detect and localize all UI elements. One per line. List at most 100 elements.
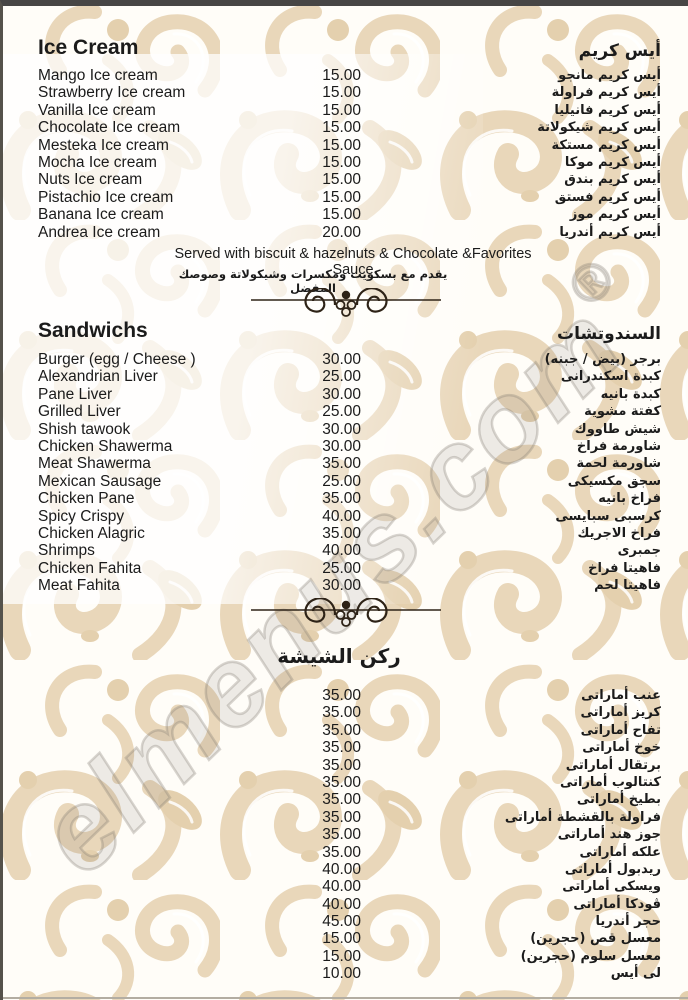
menu-row: 35.00 فراولة بالقشطة أماراتى	[3, 809, 688, 826]
item-name-en: Spicy Crispy	[38, 507, 125, 525]
menu-row: 40.00 ڤودكا أماراتى	[3, 896, 688, 913]
item-name-ar: أيس كريم موز	[569, 207, 661, 223]
menu-row: 10.00 لى أيس	[3, 965, 688, 982]
item-name-en: Strawberry Ice cream	[38, 84, 186, 102]
menu-row: Mexican Sausage 25.00 سجق مكسيكى	[3, 473, 688, 490]
item-price: 35.00	[322, 524, 361, 542]
item-name-ar: أيس كريم مانجو	[558, 68, 661, 83]
item-price: 35.00	[322, 826, 361, 844]
ice-cream-rows: Mango Ice cream 15.00 أيس كريم مانجو Straw…	[3, 67, 688, 241]
item-name-en: Chicken Pane	[38, 490, 135, 508]
item-price: 15.00	[322, 206, 361, 224]
menu-row: Mocha Ice cream 15.00 أيس كريم موكا	[3, 154, 688, 171]
item-name-ar: فراخ بانيه	[598, 491, 661, 507]
item-name-en: Shish tawook	[38, 420, 131, 438]
item-name-ar: كفتة مشوية	[584, 404, 661, 420]
item-price: 35.00	[322, 687, 361, 704]
item-price: 35.00	[322, 704, 361, 722]
item-name-en: Mango Ice cream	[38, 67, 158, 84]
item-price: 40.00	[322, 895, 361, 913]
item-name-ar: أيس كريم موكا	[564, 154, 661, 170]
menu-row: Pistachio Ice cream 15.00 أيس كريم فستق	[3, 189, 688, 206]
menu-row: 35.00 برتقال أماراتى	[3, 757, 688, 774]
item-name-ar: كرسبى سبايسى	[555, 508, 661, 524]
item-price: 15.00	[322, 171, 361, 189]
item-price: 15.00	[322, 153, 361, 171]
menu-row: 40.00 ويسكى أماراتى	[3, 878, 688, 895]
item-price: 35.00	[322, 773, 361, 791]
shisha-rows: 35.00 عنب أماراتى 35.00 كريز أماراتى 35.00…	[3, 687, 688, 983]
item-price: 15.00	[322, 84, 361, 102]
menu-row: Chicken Pane 35.00 فراخ بانيه	[3, 490, 688, 507]
item-name-ar: ڤودكا أماراتى	[573, 896, 661, 912]
item-price: 30.00	[322, 420, 361, 438]
item-name-ar: كبدة اسكندرانى	[560, 369, 661, 385]
menu-row: Meat Shawerma 35.00 شاورمة لحمة	[3, 455, 688, 472]
item-name-ar: أيس كريم أندريا	[559, 224, 661, 240]
ice-cream-note-en: Served with biscuit & hazelnuts & Chocol…	[174, 246, 532, 278]
item-price: 15.00	[322, 188, 361, 206]
menu-row: Pane Liver 30.00 كبدة بانيه	[3, 386, 688, 403]
menu-row: 35.00 خوخ أماراتى	[3, 739, 688, 756]
item-price: 25.00	[322, 559, 361, 577]
item-name-en: Burger (egg / Cheese )	[38, 351, 196, 368]
item-price: 30.00	[322, 577, 361, 595]
item-price: 15.00	[322, 930, 361, 948]
divider-ornament	[251, 288, 441, 317]
item-name-ar: علكه أماراتى	[579, 844, 661, 860]
item-name-ar: خوخ أماراتى	[582, 740, 661, 756]
item-name-ar: معسل قص (حجرين)	[530, 931, 661, 947]
menu-row: 35.00 تفاح أماراتى	[3, 722, 688, 739]
item-name-ar: تفاح أماراتى	[580, 722, 661, 738]
item-name-ar: جوز هند أماراتى	[557, 827, 661, 843]
item-name-ar: ويسكى أماراتى	[562, 879, 661, 895]
item-name-en: Pane Liver	[38, 385, 113, 403]
item-name-en: Meat Fahita	[38, 577, 120, 595]
item-price: 15.00	[322, 101, 361, 119]
menu-row: 35.00 كريز أماراتى	[3, 704, 688, 721]
item-price: 40.00	[322, 507, 361, 525]
menu-content: Ice Cream أيس كريم Mango Ice cream 15.00 أ…	[3, 6, 688, 1000]
section-title-sandwiches-ar: السندوتشات	[557, 324, 661, 344]
item-price: 15.00	[322, 136, 361, 154]
menu-row: Shish tawook 30.00 شيش طاووك	[3, 421, 688, 438]
item-price: 25.00	[322, 403, 361, 421]
item-price: 30.00	[322, 351, 361, 368]
item-name-ar: برتقال أماراتى	[565, 757, 661, 773]
item-name-ar: كبدة بانيه	[600, 386, 661, 402]
item-name-ar: ريدبول أماراتى	[564, 861, 661, 877]
item-name-en: Mesteka Ice cream	[38, 136, 169, 154]
item-price: 20.00	[322, 223, 361, 241]
item-price: 35.00	[322, 455, 361, 473]
item-price: 35.00	[322, 490, 361, 508]
item-name-ar: كنتالوب أماراتى	[559, 774, 661, 790]
menu-row: 35.00 علكه أماراتى	[3, 844, 688, 861]
item-name-ar: سجق مكسيكى	[567, 473, 661, 489]
item-price: 35.00	[322, 739, 361, 757]
menu-row: Chicken Alagric 35.00 فراخ الاجريك	[3, 525, 688, 542]
item-name-en: Mexican Sausage	[38, 472, 162, 490]
menu-row: Grilled Liver 25.00 كفتة مشوية	[3, 403, 688, 420]
menu-row: Andrea Ice cream 20.00 أيس كريم أندريا	[3, 224, 688, 241]
item-name-en: Meat Shawerma	[38, 455, 151, 473]
white-wash-overlay	[3, 54, 483, 604]
bottom-rule	[3, 997, 688, 999]
item-price: 35.00	[322, 808, 361, 826]
menu-row: Nuts Ice cream 15.00 أيس كريم بندق	[3, 171, 688, 188]
item-price: 10.00	[322, 965, 361, 983]
item-price: 45.00	[322, 913, 361, 931]
menu-row: Chicken Fahita 25.00 فاهيتا فراخ	[3, 560, 688, 577]
item-name-ar: جمبرى	[617, 543, 661, 559]
item-name-ar: أيس كريم مستكة	[551, 137, 661, 153]
item-name-ar: لى أيس	[610, 966, 661, 982]
section-title-sandwiches-en: Sandwichs	[38, 319, 148, 342]
item-name-en: Shrimps	[38, 542, 95, 560]
item-name-ar: فاهيتا لحم	[594, 578, 661, 594]
section-title-shisha-ar: ركن الشيشة	[277, 644, 401, 668]
menu-row: 15.00 معسل قص (حجرين)	[3, 930, 688, 947]
menu-row: Chocolate Ice cream 15.00 أيس كريم شيكولات…	[3, 119, 688, 136]
item-price: 30.00	[322, 437, 361, 455]
menu-row: 35.00 جوز هند أماراتى	[3, 826, 688, 843]
item-name-en: Alexandrian Liver	[38, 368, 158, 386]
item-name-ar: بطيخ أماراتى	[576, 792, 661, 808]
